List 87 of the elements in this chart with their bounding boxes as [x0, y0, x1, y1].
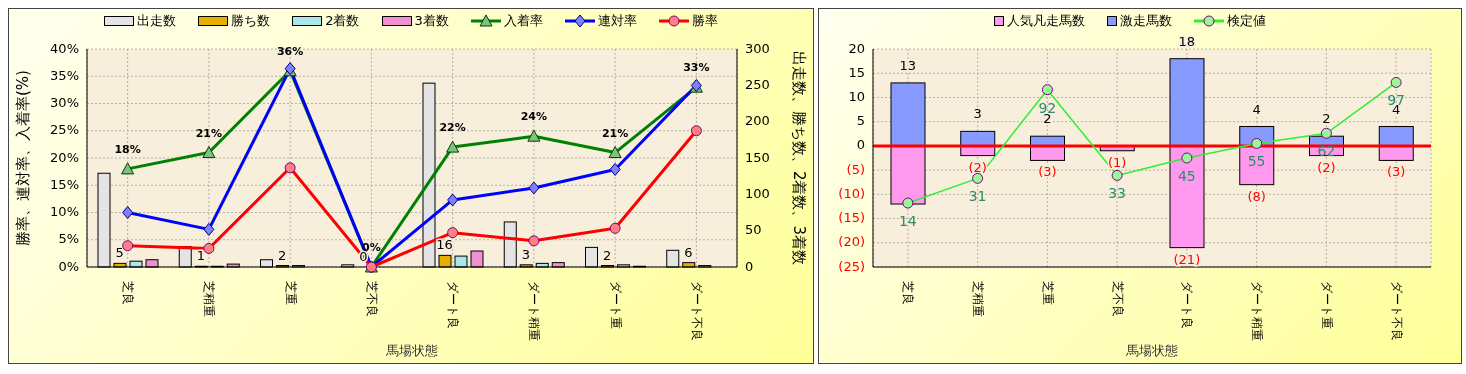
data-label: 55	[1247, 153, 1266, 170]
y-tick-label: 40%	[50, 40, 79, 56]
x-tick-label: 芝重	[283, 281, 298, 305]
y2-tick-label: 50	[745, 222, 762, 238]
y2-tick-label: 300	[745, 40, 770, 56]
legend-label: 出走数	[137, 12, 177, 30]
data-label: 6	[684, 244, 693, 260]
x-tick-label: ダート不良	[689, 281, 704, 341]
data-label: (2)	[1317, 159, 1336, 175]
data-label: (1)	[1107, 154, 1127, 170]
x-tick-label: 芝良	[901, 281, 916, 305]
data-label: 45	[1177, 168, 1196, 184]
y-tick-label: 5	[856, 113, 865, 129]
y2-tick-label: 0	[745, 258, 754, 274]
x-tick-label: 芝稍重	[202, 281, 217, 317]
data-label: 13	[899, 57, 917, 73]
data-label: 2	[1322, 111, 1331, 127]
x-axis-title: 馬場状態	[1125, 343, 1178, 358]
data-label: 33%	[683, 61, 710, 75]
y2-axis-title: 出走数、勝ち数、2着数、3着数	[789, 50, 808, 266]
data-label: 2	[277, 247, 287, 263]
y-tick-label: (15)	[838, 210, 865, 226]
x-tick-label: ダート良	[1180, 281, 1195, 329]
y-tick-label: 35%	[50, 67, 79, 83]
data-label: 18%	[114, 142, 141, 156]
y-tick-label: 15%	[50, 176, 79, 192]
data-label: 5	[115, 245, 124, 261]
data-label: (3)	[1038, 164, 1057, 180]
y-tick-label: 0	[856, 137, 865, 153]
y-tick-label: (10)	[838, 185, 865, 201]
data-label: 33	[1108, 185, 1127, 202]
x-tick-label: ダート重	[1319, 281, 1334, 329]
data-label: (3)	[1386, 164, 1406, 180]
x-tick-label: 芝不良	[1110, 281, 1125, 317]
x-tick-label: ダート不良	[1389, 281, 1404, 341]
y-tick-label: 15	[848, 64, 865, 80]
data-label: 31	[968, 188, 987, 205]
x-tick-label: ダート稍重	[1250, 281, 1265, 341]
data-label: 4	[1252, 101, 1261, 117]
x-tick-label: 芝重	[1040, 281, 1055, 305]
data-label: 36%	[276, 44, 304, 58]
data-label: 18	[1178, 33, 1196, 49]
data-label: 21%	[195, 126, 223, 140]
y-tick-label: (5)	[846, 161, 865, 177]
x-axis-title: 馬場状態	[385, 343, 438, 358]
data-label: (2)	[968, 159, 987, 175]
x-tick-label: 芝良	[121, 281, 136, 305]
y2-tick-label: 200	[745, 113, 770, 129]
y-tick-label: 5%	[58, 231, 79, 247]
y-tick-label: 10%	[50, 204, 79, 219]
legend-label: 検定値	[1227, 12, 1266, 30]
x-tick-label: 芝不良	[364, 281, 379, 317]
data-label: 2	[602, 247, 612, 263]
y-tick-label: 30%	[50, 95, 79, 110]
y-tick-label: 25%	[50, 122, 79, 138]
y-tick-label: 20%	[50, 149, 79, 165]
x-tick-label: 芝稍重	[971, 281, 986, 317]
y-tick-label: 10	[848, 88, 865, 104]
y-tick-label: (25)	[838, 258, 865, 274]
data-label: 22%	[439, 121, 466, 135]
data-label: 21%	[601, 126, 629, 140]
data-label: 3	[973, 106, 982, 122]
data-label: 14	[898, 213, 917, 230]
y2-tick-label: 250	[745, 76, 770, 92]
data-label: 24%	[520, 110, 548, 124]
data-label: (8)	[1247, 188, 1266, 204]
data-label: 3	[521, 246, 531, 262]
y-tick-label: 20	[848, 40, 865, 56]
x-tick-label: ダート良	[446, 281, 461, 329]
legend-label: 入着率	[503, 12, 543, 30]
data-label: 16	[436, 237, 453, 253]
legend-label: 3着数	[414, 12, 449, 30]
y-tick-label: (20)	[838, 234, 865, 250]
legend-label: 人気凡走馬数	[1007, 12, 1085, 30]
y2-tick-label: 150	[745, 149, 770, 165]
y-tick-label: 0%	[58, 258, 79, 274]
y-axis-title: 勝率、連対率、入着率(%)	[14, 70, 33, 246]
legend-label: 激走馬数	[1120, 12, 1172, 30]
data-label: 1	[196, 248, 206, 264]
legend-label: 勝ち数	[231, 12, 271, 30]
legend-label: 2着数	[325, 12, 360, 30]
x-tick-label: ダート稍重	[527, 281, 542, 341]
legend-label: 勝率	[691, 12, 718, 30]
x-tick-label: ダート重	[608, 281, 623, 329]
data-label: (21)	[1173, 251, 1201, 267]
legend-label: 連対率	[597, 12, 637, 30]
y2-tick-label: 100	[745, 185, 770, 201]
